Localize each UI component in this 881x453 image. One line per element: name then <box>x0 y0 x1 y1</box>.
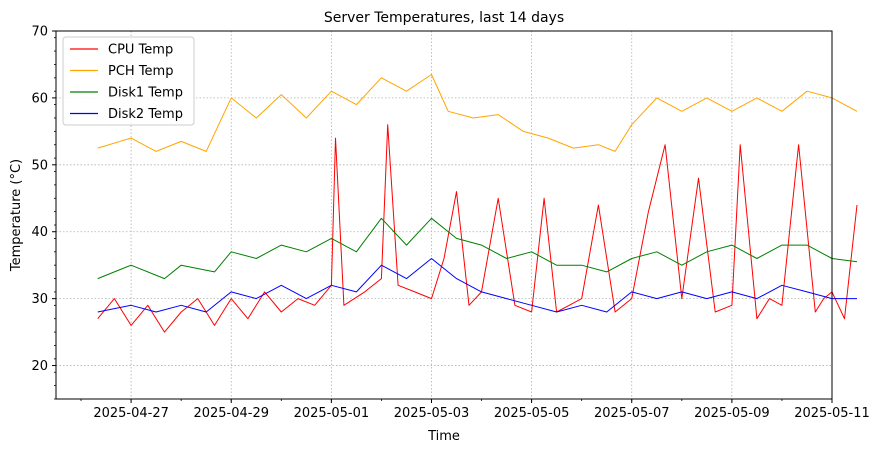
legend-box <box>62 36 195 126</box>
y-axis-ticks: 20 30 40 50 60 70 <box>31 25 56 400</box>
y-tick-label: 50 <box>31 158 48 173</box>
series-line-disk1-temp <box>97 217 858 280</box>
x-tick-label: 2025-05-09 <box>694 406 770 421</box>
y-tick-label: 60 <box>31 91 48 106</box>
x-tick-label: 2025-05-05 <box>494 406 570 421</box>
x-tick-label: 2025-04-29 <box>193 406 269 421</box>
legend: CPU Temp PCH Temp Disk1 Temp Disk2 Temp <box>62 36 195 126</box>
plot-frame <box>55 30 833 400</box>
legend-label: PCH Temp <box>108 64 173 79</box>
x-axis-label: Time <box>427 429 460 444</box>
x-tick-label: 2025-05-01 <box>294 406 370 421</box>
legend-label: Disk1 Temp <box>108 86 183 101</box>
series-line-disk2-temp <box>97 258 857 313</box>
y-tick-label: 40 <box>31 225 48 240</box>
series-line-pch-temp <box>97 74 858 152</box>
legend-label: Disk2 Temp <box>108 107 183 122</box>
x-tick-label: 2025-05-07 <box>594 406 670 421</box>
y-axis-label: Temperature (°C) <box>9 159 24 272</box>
x-tick-label: 2025-04-27 <box>93 406 169 421</box>
y-tick-label: 70 <box>31 25 48 40</box>
chart-title: Server Temperatures, last 14 days <box>324 10 564 26</box>
y-tick-label: 20 <box>31 359 48 374</box>
x-axis-ticks: 2025-04-27 2025-04-29 2025-05-01 2025-05-03… <box>80 399 870 421</box>
x-tick-label: 2025-05-03 <box>394 406 470 421</box>
series-lines <box>97 74 858 333</box>
y-tick-label: 30 <box>31 292 48 307</box>
x-tick-label: 2025-05-11 <box>794 406 870 421</box>
legend-label: CPU Temp <box>108 43 173 58</box>
